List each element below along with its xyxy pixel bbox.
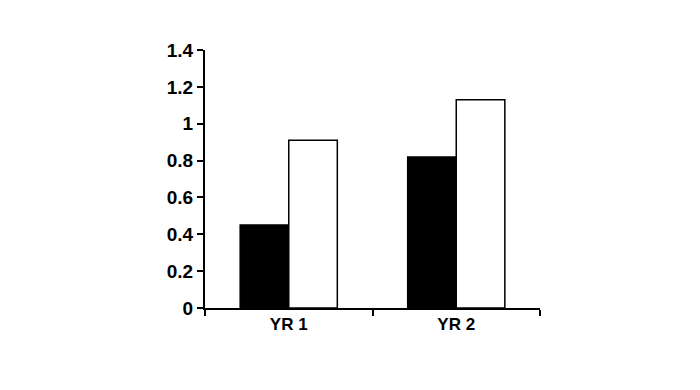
svg-text:YR 1: YR 1 (270, 315, 308, 334)
svg-text:1: 1 (183, 113, 194, 134)
svg-text:1.2: 1.2 (167, 77, 193, 98)
svg-text:0.4: 0.4 (167, 224, 194, 245)
svg-text:0: 0 (183, 298, 194, 319)
svg-text:0.6: 0.6 (167, 187, 193, 208)
svg-text:YR 2: YR 2 (437, 315, 475, 334)
svg-text:1.4: 1.4 (167, 40, 194, 61)
svg-text:0.2: 0.2 (167, 261, 193, 282)
svg-text:0.8: 0.8 (167, 150, 193, 171)
